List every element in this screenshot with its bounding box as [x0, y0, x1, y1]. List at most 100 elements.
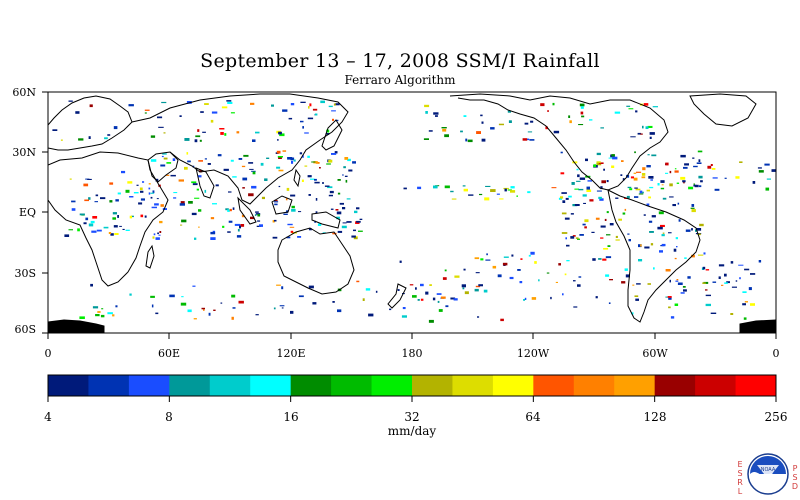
rain-cell [131, 215, 134, 218]
rain-cell [578, 188, 584, 191]
rain-cell [642, 167, 646, 171]
rain-cell [288, 117, 293, 120]
rain-cell [646, 203, 650, 207]
rain-cell [621, 160, 624, 162]
rain-cell [315, 198, 318, 201]
rain-cell [238, 158, 243, 160]
rain-cell [399, 260, 402, 263]
rain-cell [223, 168, 229, 171]
rain-cell [641, 173, 646, 176]
rain-cell [181, 296, 184, 298]
rain-cell [150, 159, 157, 162]
rain-cell [710, 312, 717, 314]
rain-cell [140, 198, 145, 201]
rain-cell [584, 219, 589, 223]
new-guinea-coastline [311, 211, 341, 229]
rain-cell [726, 281, 730, 284]
rain-cell [642, 125, 644, 129]
rain-cell [680, 176, 686, 180]
rain-cell [354, 210, 358, 214]
rain-cell [566, 260, 570, 262]
rain-cell [358, 230, 363, 232]
rain-cell [181, 219, 187, 223]
rain-cell [560, 172, 565, 175]
rain-cell [231, 294, 236, 298]
rain-cell [308, 194, 311, 196]
rain-cell [240, 224, 245, 227]
colorbar [47, 374, 777, 402]
rain-cell [353, 236, 358, 240]
rain-cell [278, 185, 281, 188]
colorbar-label-32: 32 [404, 410, 420, 424]
rain-cell [341, 225, 347, 229]
rain-cell [625, 274, 630, 278]
colorbar-label-256: 256 [764, 410, 788, 424]
rain-cell [738, 264, 744, 266]
rain-cell [163, 157, 168, 160]
rain-cell [121, 170, 126, 174]
rain-cell [100, 197, 106, 200]
rain-cell [125, 189, 130, 193]
rain-cell [252, 139, 256, 142]
rain-cell [286, 236, 291, 239]
rain-cell [496, 193, 500, 195]
rain-cell [90, 283, 93, 287]
rain-cell [574, 188, 579, 190]
rain-cell [84, 199, 89, 202]
rain-cell [302, 126, 304, 129]
rain-cell [144, 112, 147, 114]
rain-cell [345, 179, 348, 183]
rain-cell [75, 111, 80, 114]
rain-cell [480, 258, 484, 261]
rain-cell [596, 190, 602, 192]
rain-cell [693, 165, 698, 168]
rain-cell [462, 185, 466, 187]
asia-coastline [147, 151, 179, 183]
rain-cell [707, 165, 712, 169]
rain-cell [420, 298, 424, 301]
rain-cell [665, 296, 669, 298]
rain-cell [198, 209, 202, 212]
rain-cell [165, 174, 170, 176]
rain-cell [606, 211, 609, 214]
rain-cell [568, 115, 571, 118]
new-zealand-coastline [387, 283, 407, 309]
rain-cell [550, 296, 552, 300]
rain-cell [195, 135, 201, 138]
rain-cell [628, 108, 634, 110]
rain-cell [151, 206, 157, 209]
rain-cell [705, 269, 710, 271]
rain-cell [89, 104, 93, 108]
rain-cell [578, 276, 582, 278]
rain-cell [117, 215, 119, 218]
rain-cell [605, 256, 612, 259]
rain-cell [527, 131, 533, 133]
rain-cell [665, 162, 669, 166]
rain-cell [220, 302, 223, 304]
rain-cell [157, 232, 159, 235]
rain-cell [683, 166, 688, 169]
rain-cell [403, 187, 407, 190]
rain-cell [433, 185, 438, 189]
rain-cell [109, 200, 113, 203]
rain-cell [60, 139, 63, 141]
rain-cell [272, 236, 278, 239]
rain-cell [194, 237, 197, 240]
rain-cell [565, 237, 567, 240]
rain-cell [477, 316, 480, 318]
rain-cell [241, 165, 246, 168]
rain-cell [527, 191, 531, 194]
rain-cell [611, 165, 615, 168]
rain-cell [227, 231, 231, 233]
rain-cell [238, 300, 244, 304]
rain-cell [423, 138, 429, 140]
rain-cell [602, 258, 607, 261]
antarctica-coastline [48, 319, 105, 333]
rain-cell [682, 180, 686, 183]
rain-cell [276, 150, 281, 154]
rain-cell [249, 168, 254, 170]
rain-cell [79, 213, 85, 216]
lon-tick-marks [47, 333, 777, 339]
rain-cell [107, 312, 113, 315]
rain-cell [304, 165, 308, 167]
